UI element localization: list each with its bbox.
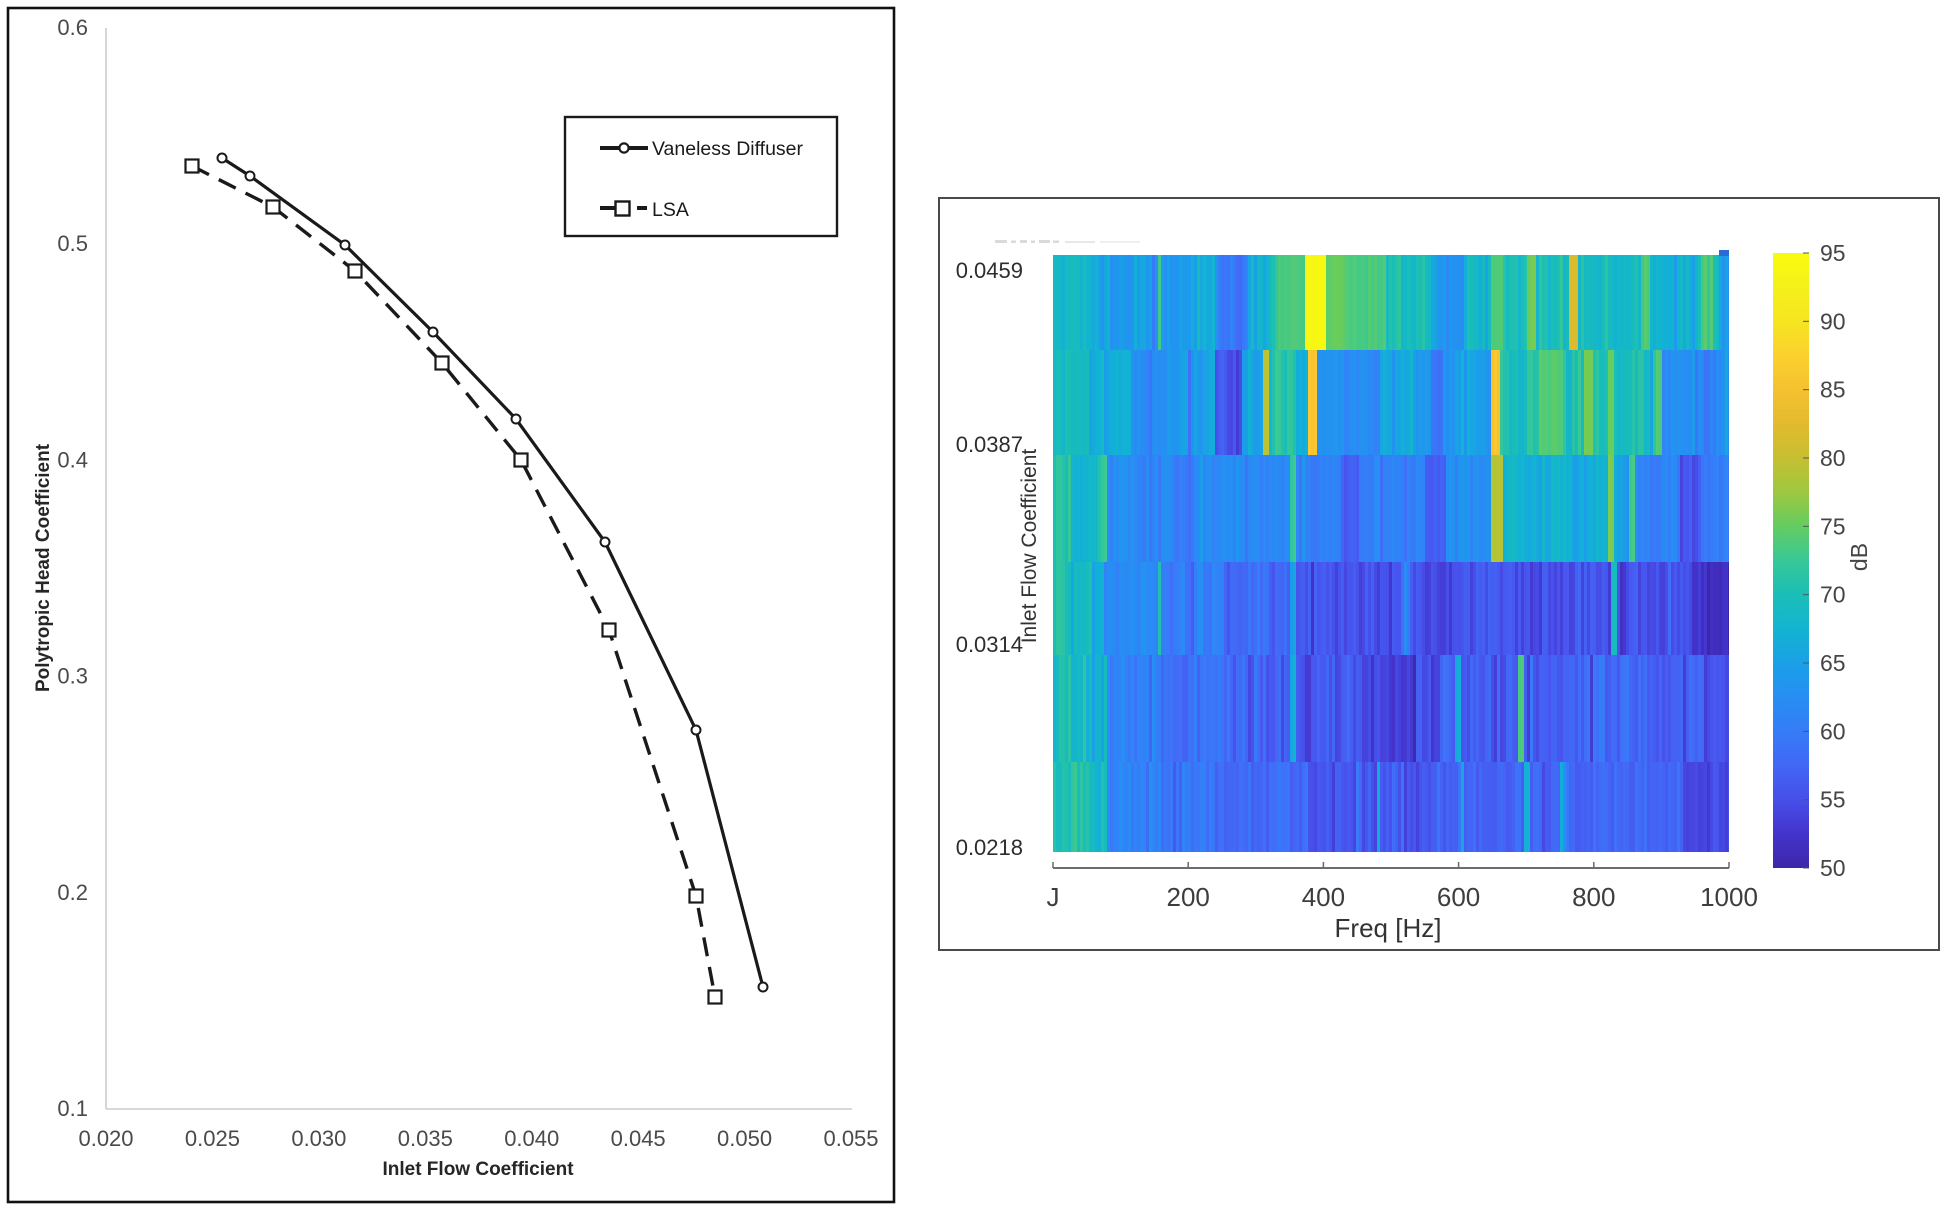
svg-text:dB: dB [1846, 543, 1872, 571]
svg-text:0.6: 0.6 [57, 15, 88, 40]
svg-text:400: 400 [1302, 882, 1345, 912]
svg-text:J: J [1047, 882, 1060, 912]
svg-text:0.020: 0.020 [78, 1126, 133, 1151]
svg-text:Polytropic Head Coefficient: Polytropic Head Coefficient [33, 443, 54, 692]
svg-text:85: 85 [1820, 377, 1846, 403]
svg-text:0.0387: 0.0387 [956, 432, 1023, 457]
svg-text:95: 95 [1820, 240, 1846, 266]
svg-text:0.045: 0.045 [611, 1126, 666, 1151]
svg-text:75: 75 [1820, 513, 1846, 539]
svg-text:90: 90 [1820, 308, 1846, 334]
svg-text:70: 70 [1820, 582, 1846, 608]
svg-text:0.5: 0.5 [57, 231, 88, 256]
svg-text:Inlet Flow Coefficient: Inlet Flow Coefficient [1018, 449, 1041, 644]
svg-text:600: 600 [1437, 882, 1480, 912]
svg-text:0.050: 0.050 [717, 1126, 772, 1151]
svg-text:0.0459: 0.0459 [956, 258, 1023, 283]
svg-text:0.2: 0.2 [57, 880, 88, 905]
svg-text:60: 60 [1820, 718, 1846, 744]
svg-text:0.040: 0.040 [504, 1126, 559, 1151]
svg-text:Freq [Hz]: Freq [Hz] [1335, 913, 1442, 943]
svg-text:0.055: 0.055 [823, 1126, 878, 1151]
svg-text:0.0314: 0.0314 [956, 632, 1023, 657]
svg-text:50: 50 [1820, 855, 1846, 881]
svg-text:Vaneless Diffuser: Vaneless Diffuser [652, 138, 804, 160]
svg-text:0.3: 0.3 [57, 664, 88, 689]
svg-text:65: 65 [1820, 650, 1846, 676]
svg-text:0.035: 0.035 [398, 1126, 453, 1151]
svg-text:55: 55 [1820, 787, 1846, 813]
svg-text:200: 200 [1167, 882, 1210, 912]
svg-text:0.0218: 0.0218 [956, 835, 1023, 860]
svg-text:0.030: 0.030 [291, 1126, 346, 1151]
svg-text:Inlet Flow Coefficient: Inlet Flow Coefficient [382, 1159, 574, 1180]
svg-text:LSA: LSA [652, 199, 689, 221]
svg-text:1000: 1000 [1700, 882, 1758, 912]
svg-text:0.025: 0.025 [185, 1126, 240, 1151]
svg-text:800: 800 [1572, 882, 1615, 912]
svg-text:0.1: 0.1 [57, 1096, 88, 1121]
svg-text:80: 80 [1820, 445, 1846, 471]
svg-text:0.4: 0.4 [57, 447, 88, 472]
